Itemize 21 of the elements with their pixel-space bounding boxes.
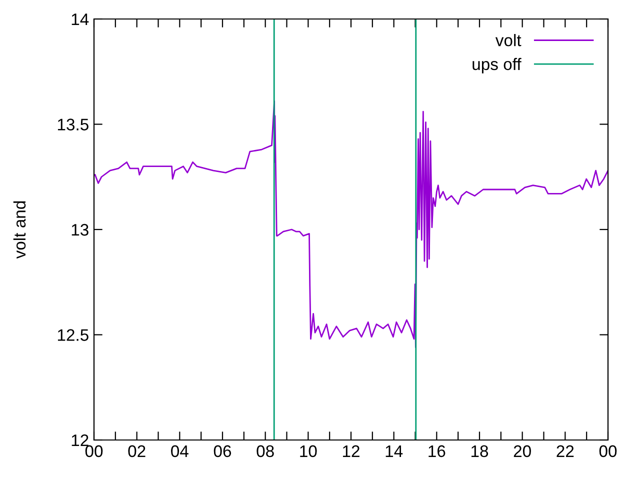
y-tick-label: 13.5 (58, 118, 88, 130)
x-tick-label: 18 (472, 445, 488, 458)
y-tick-label: 13 (72, 224, 88, 236)
x-tick-label: 00 (599, 445, 617, 458)
x-tick-label: 08 (256, 445, 274, 458)
y-axis-title: volt and (13, 201, 26, 259)
y-tick-label: 12.5 (58, 329, 88, 341)
x-tick-label: 16 (428, 445, 446, 458)
x-tick-label: 10 (300, 445, 317, 458)
y-tick-label: 14 (72, 14, 89, 26)
x-tick-label: 06 (214, 445, 232, 458)
x-tick-label: 14 (386, 445, 403, 457)
x-tick-label: 04 (171, 445, 188, 458)
y-tick-label: 12 (72, 434, 88, 446)
x-tick-label: 00 (85, 445, 103, 458)
x-tick-label: 22 (556, 445, 574, 457)
legend-label: volt (495, 34, 522, 46)
x-tick-label: 02 (128, 445, 146, 458)
x-tick-label: 12 (343, 445, 360, 457)
x-tick-label: 20 (514, 445, 531, 458)
legend-label: ups off (472, 58, 522, 74)
